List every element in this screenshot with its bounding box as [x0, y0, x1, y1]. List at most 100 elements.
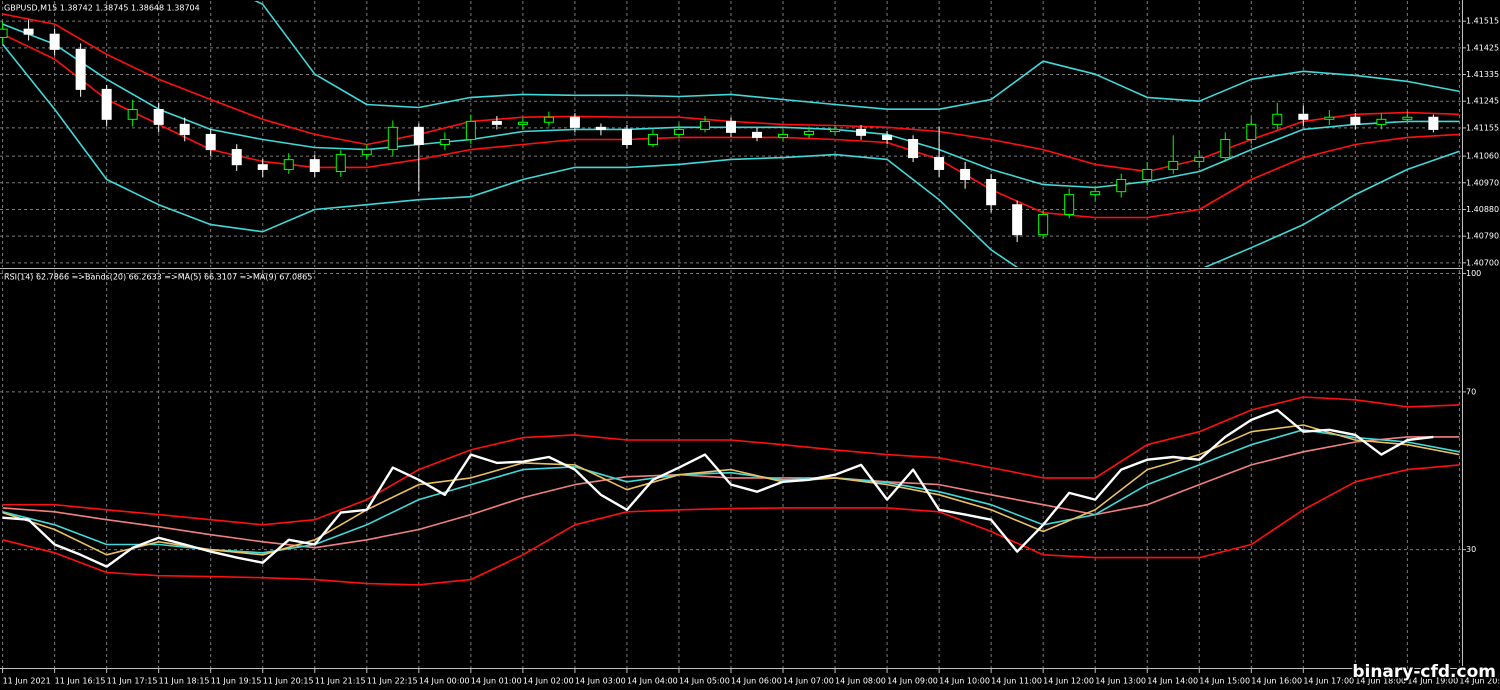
axis-layer: 1.41515 1.41425 1.41335 1.41245 1.41155 1.410…	[2, 17, 1500, 686]
indicator-line	[2, 33, 1460, 219]
candle-body	[0, 28, 8, 38]
candle-body	[1142, 168, 1153, 181]
y-tick-label: 70	[1466, 387, 1476, 396]
y-tick-label: 1.41425	[1466, 43, 1499, 52]
candle-body	[752, 131, 763, 138]
candle-body	[1428, 116, 1439, 130]
candle-body	[75, 48, 86, 90]
y-tick-label: 30	[1466, 545, 1476, 554]
candle-body	[1168, 160, 1179, 170]
candle-body	[699, 120, 710, 130]
candle-body	[1220, 138, 1231, 159]
candle-body	[101, 88, 112, 120]
y-tick-label: 1.40880	[1466, 205, 1499, 214]
indicator-line	[2, 464, 1460, 586]
x-tick-label: 14 Jun 00:00	[419, 677, 470, 686]
candle-body	[49, 33, 60, 50]
candle-body	[491, 120, 502, 125]
candle-body	[439, 138, 450, 146]
x-tick-label: 11 Jun 22:15	[367, 677, 418, 686]
candle-body	[23, 28, 34, 35]
x-tick-label: 14 Jun 15:00	[1199, 677, 1250, 686]
x-tick-label: 14 Jun 12:00	[1043, 677, 1094, 686]
candle-body	[1064, 194, 1075, 216]
x-tick-label: 11 Jun 18:15	[159, 677, 210, 686]
candle-body	[1298, 113, 1309, 120]
candle-body	[543, 116, 554, 123]
candle-body	[465, 120, 476, 140]
candle-body	[413, 126, 424, 146]
candle-body	[1246, 123, 1257, 140]
candle-body	[569, 116, 580, 128]
y-tick-label: 1.41515	[1466, 17, 1499, 26]
indicator-line	[2, 424, 1460, 556]
candle-body	[595, 126, 606, 130]
x-tick-label: 14 Jun 08:00	[835, 677, 886, 686]
x-tick-label: 14 Jun 14:00	[1147, 677, 1198, 686]
candle-body	[1324, 116, 1335, 120]
y-tick-label: 1.41245	[1466, 97, 1499, 106]
candle-body	[856, 128, 867, 136]
x-tick-label: 14 Jun 09:00	[887, 677, 938, 686]
x-tick-label: 14 Jun 05:00	[679, 677, 730, 686]
x-tick-label: 14 Jun 06:00	[731, 677, 782, 686]
y-tick-label: 1.40700	[1466, 258, 1499, 267]
indicator-line	[2, 436, 1460, 549]
x-tick-label: 11 Jun 17:15	[107, 677, 158, 686]
x-tick-label: 14 Jun 20:00	[1459, 677, 1500, 686]
y-tick-label: 1.41060	[1466, 152, 1499, 161]
candle-body	[283, 159, 294, 170]
grid-layer	[0, 1, 1462, 668]
candle-body	[986, 179, 997, 206]
candle-body	[1376, 118, 1387, 125]
x-tick-label: 14 Jun 04:00	[627, 677, 678, 686]
candle-body	[127, 109, 138, 120]
x-tick-label: 11 Jun 20:15	[263, 677, 314, 686]
candle-body	[647, 133, 658, 146]
price-title: GBPUSD,M15 1.38742 1.38745 1.38648 1.387…	[4, 4, 200, 13]
y-tick-label: 1.41335	[1466, 70, 1499, 79]
watermark: binary-cfd.com	[1352, 662, 1496, 682]
y-tick-label: 1.40970	[1466, 178, 1499, 187]
x-tick-label: 14 Jun 13:00	[1095, 677, 1146, 686]
x-tick-label: 11 Jun 19:15	[211, 677, 262, 686]
candle-body	[830, 128, 841, 132]
candle-body	[778, 133, 789, 138]
candle-body	[517, 121, 528, 125]
x-tick-label: 14 Jun 02:00	[523, 677, 574, 686]
indicator-line	[2, 429, 1460, 554]
candle-body	[908, 138, 919, 159]
candle-body	[673, 128, 684, 135]
candle-body	[1402, 116, 1413, 120]
candle-body	[205, 133, 216, 151]
x-tick-label: 11 Jun 2021	[3, 677, 51, 686]
candle-body	[621, 128, 632, 146]
candle-body	[361, 149, 372, 156]
x-tick-label: 14 Jun 11:00	[991, 677, 1042, 686]
candle-body	[726, 120, 736, 133]
rsi-title: RSI(14) 62.7866 =>Bands(20) 66.2633 =>MA…	[4, 273, 312, 282]
x-tick-label: 14 Jun 07:00	[783, 677, 834, 686]
candle-body	[335, 154, 346, 173]
x-tick-label: 11 Jun 21:15	[315, 677, 366, 686]
x-tick-label: 14 Jun 18:00	[1355, 677, 1406, 686]
candle-body	[882, 134, 893, 140]
x-tick-label: 14 Jun 19:00	[1407, 677, 1458, 686]
indicator-line	[254, 1, 1460, 110]
x-tick-label: 11 Jun 16:15	[55, 677, 106, 686]
y-tick-label: 100	[1466, 269, 1481, 278]
x-tick-label: 14 Jun 10:00	[939, 677, 990, 686]
candle-body	[387, 126, 398, 151]
candle-body	[934, 157, 945, 170]
price-plot	[0, 1, 1460, 267]
candle-body	[1272, 113, 1283, 125]
candle-body	[804, 130, 815, 135]
candle-body	[1116, 179, 1127, 193]
y-tick-label: 1.41155	[1466, 123, 1499, 132]
candle-body	[257, 164, 268, 170]
y-tick-label: 1.40790	[1466, 232, 1499, 241]
indicator-line	[2, 408, 1434, 568]
candle-body	[1038, 214, 1049, 236]
